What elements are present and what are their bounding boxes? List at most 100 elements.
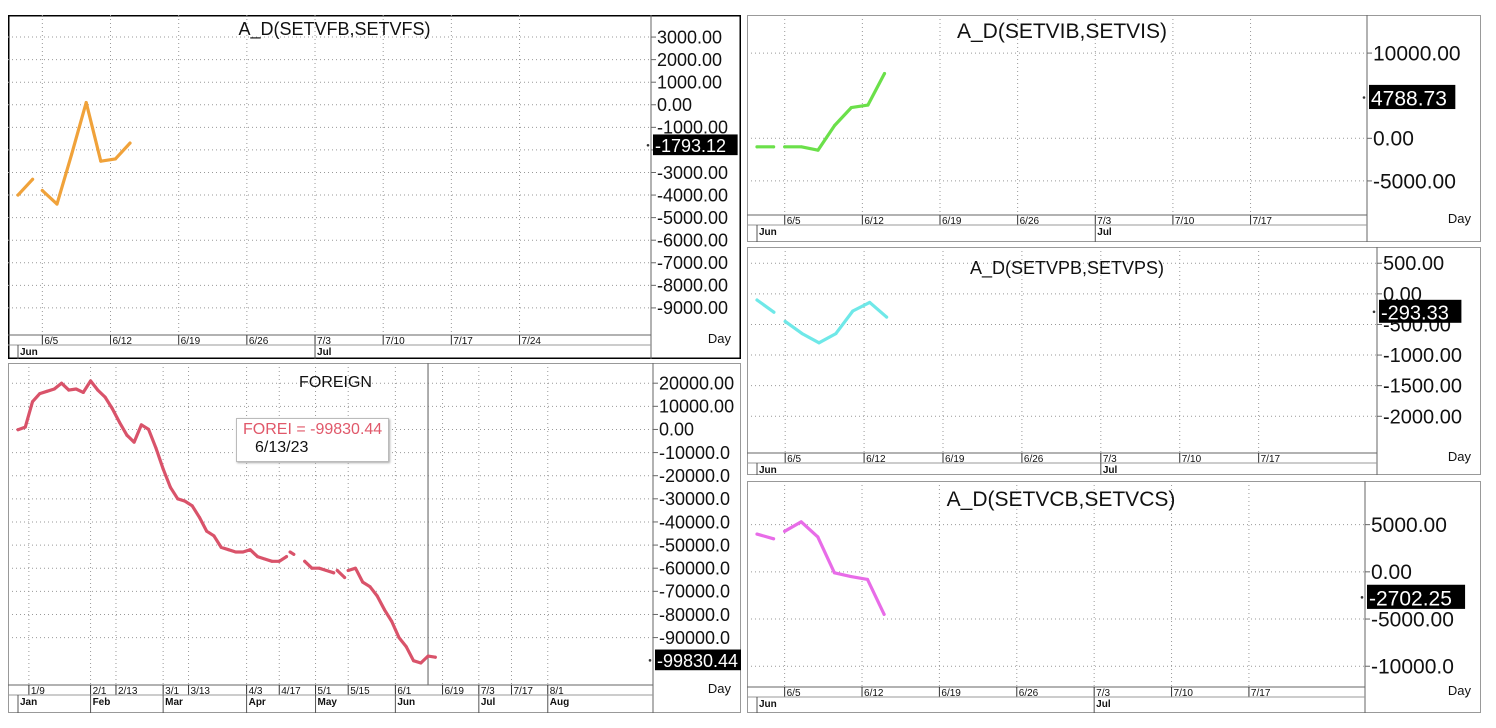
data-point (110, 407, 114, 411)
series-line (335, 568, 347, 580)
data-point (419, 661, 423, 665)
data-point (16, 193, 20, 197)
data-point (285, 555, 289, 559)
x-tick-label: 7/17 (1261, 454, 1281, 465)
data-point (755, 145, 759, 149)
panel-frame (747, 247, 1481, 475)
chart-svg: 3000.00 2000.00 1000.000.00 -1000.00 -3000.0… (8, 15, 741, 359)
last-value-marker (1372, 310, 1376, 314)
data-point (849, 575, 853, 579)
x-group-label: Jul (1103, 465, 1118, 475)
y-tick-label: -1500.00 (1383, 376, 1462, 398)
data-point (31, 177, 35, 181)
x-tick-label: 3/13 (191, 686, 211, 697)
data-point (52, 387, 56, 391)
data-point (128, 141, 132, 145)
last-value-box (1367, 584, 1466, 609)
data-point (866, 103, 870, 107)
last-value-marker (648, 659, 652, 662)
data-point (84, 101, 88, 105)
data-point (849, 106, 853, 110)
chart-title: A_D(SETVPB,SETVPS) (970, 258, 1164, 279)
x-tick-label: 8/1 (550, 686, 564, 697)
data-point (147, 427, 151, 431)
x-tick-label: 6/26 (1024, 454, 1044, 465)
y-tick-label: -9000.00 (657, 298, 728, 318)
data-point (132, 440, 136, 444)
data-point (882, 612, 886, 616)
y-tick-label: 0.00 (659, 420, 694, 440)
data-point (783, 319, 787, 323)
y-tick-label: -80000.0 (659, 605, 730, 625)
chart-panel-setvpb: 500.00 0.00 -500.00 -1000.00 -1500.00 -2000.0… (747, 247, 1481, 475)
data-point (353, 566, 357, 570)
x-tick-label: 6/1 (397, 686, 411, 697)
x-tick-label: 6/19 (942, 216, 962, 227)
x-tick-label: 7/10 (385, 336, 405, 347)
x-tick-label: 6/5 (787, 216, 801, 227)
data-point (103, 395, 107, 399)
data-point (816, 148, 820, 152)
data-point (168, 485, 172, 489)
data-point (270, 559, 274, 563)
x-tick-label: 6/26 (1020, 216, 1040, 227)
data-point (205, 529, 209, 533)
data-point (16, 428, 20, 432)
x-group-label: Jul (1096, 699, 1111, 710)
data-point (755, 298, 759, 302)
data-point (70, 152, 74, 156)
data-point (226, 548, 230, 552)
data-point (310, 566, 314, 570)
x-tick-label: 7/3 (1103, 454, 1117, 465)
x-tick-label: 6/19 (941, 688, 961, 699)
y-tick-label: 3000.00 (657, 27, 722, 47)
y-tick-label: -5000.00 (1371, 608, 1454, 631)
x-tick-label: 5/1 (318, 686, 332, 697)
data-point (335, 569, 339, 573)
series-line (755, 298, 776, 314)
x-tick-label: 6/5 (787, 688, 801, 699)
last-value-marker (1362, 96, 1366, 99)
data-point (883, 72, 887, 76)
data-point (118, 421, 122, 425)
x-tick-label: 5/15 (350, 686, 370, 697)
x-tick-label: 6/5 (44, 336, 58, 347)
data-point (832, 571, 836, 575)
y-tick-label: -1000.00 (1383, 345, 1462, 367)
data-point (866, 577, 870, 581)
chart-svg: 500.000.00-500.00-1000.00-1500.00-2000.0… (747, 247, 1481, 475)
data-point (45, 389, 49, 393)
tooltip-value: FOREI = -99830.44 (243, 421, 383, 438)
y-tick-label: -10000.0 (1371, 656, 1454, 679)
data-point (31, 400, 35, 404)
data-point (183, 499, 187, 503)
x-tick-label: 4/3 (249, 686, 263, 697)
data-point (81, 390, 85, 394)
x-group-label: Jun (397, 697, 415, 708)
x-group-label: Feb (93, 697, 111, 708)
period-label: Day (708, 331, 732, 346)
x-group-label: Mar (165, 697, 183, 708)
x-tick-label: 2/13 (118, 686, 138, 697)
last-value-label: -1793.12 (655, 136, 726, 156)
data-point (303, 559, 307, 563)
last-value-label: 4788.73 (1371, 87, 1447, 110)
data-point (783, 145, 787, 149)
y-tick-label: -60000.0 (659, 559, 730, 579)
data-point (288, 550, 292, 554)
last-value-label: -99830.44 (657, 651, 738, 671)
x-group-label: Jun (759, 465, 777, 475)
x-tick-label: 6/19 (181, 336, 201, 347)
data-point (755, 532, 759, 536)
crosshair-tooltip: FOREI = -99830.44 6/13/23 (236, 418, 390, 462)
x-tick-label: 1/9 (31, 686, 45, 697)
x-tick-label: 7/10 (1175, 216, 1195, 227)
data-point (868, 300, 872, 304)
x-tick-label: 6/12 (113, 336, 133, 347)
data-point (317, 566, 321, 570)
data-point (125, 433, 129, 437)
data-point (67, 388, 71, 392)
chart-title: A_D(SETVFB,SETVFS) (238, 19, 430, 40)
chart-panel-setvfb: 3000.00 2000.00 1000.00 0.00 -1000.00 -3000.0… (8, 15, 741, 359)
data-point (161, 467, 165, 471)
